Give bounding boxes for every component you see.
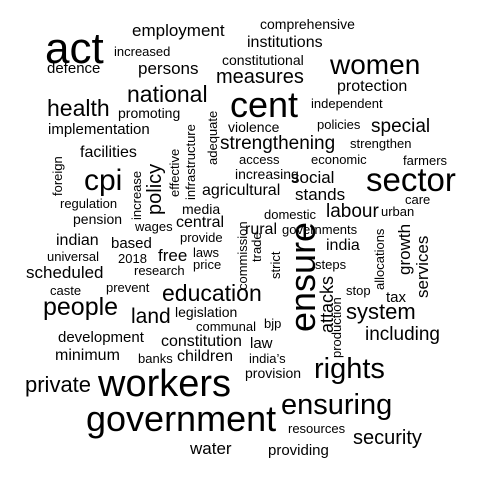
word-trade: trade: [249, 232, 264, 262]
word-women: women: [330, 49, 421, 80]
word-facilities: facilities: [80, 144, 137, 161]
word-constitution: constitution: [161, 333, 242, 350]
word-constitutional: constitutional: [222, 52, 304, 68]
word-economic: economic: [311, 152, 367, 167]
word-ensure: ensure: [282, 221, 323, 332]
word-development: development: [58, 329, 144, 346]
word-urban: urban: [381, 204, 415, 219]
word-independent: independent: [311, 96, 383, 111]
word-violence: violence: [228, 119, 280, 135]
word-indian: indian: [56, 232, 99, 249]
word-pension: pension: [73, 211, 123, 227]
word-act: act: [45, 24, 104, 73]
word-sector: sector: [366, 161, 456, 198]
word-minimum: minimum: [55, 347, 120, 364]
word-regulation: regulation: [60, 196, 118, 211]
word-implementation: implementation: [48, 121, 150, 138]
word-provide: provide: [180, 230, 223, 245]
word-private: private: [25, 372, 92, 397]
word-agricultural: agricultural: [202, 182, 281, 199]
word-laws: laws: [193, 245, 220, 260]
word-workers: workers: [98, 363, 232, 405]
word-care: care: [405, 192, 431, 207]
word-stop: stop: [346, 283, 371, 298]
word-governments: governments: [282, 222, 358, 237]
word-provision: provision: [245, 365, 302, 381]
word-price: price: [193, 257, 222, 272]
word-strict: strict: [268, 251, 283, 279]
word-system: system: [346, 299, 416, 324]
word-strengthen: strengthen: [350, 136, 412, 151]
word-production: production: [329, 297, 344, 358]
word-children: children: [177, 348, 234, 365]
word-labour: labour: [326, 201, 379, 222]
word-communal: communal: [196, 319, 256, 334]
word-wages: wages: [135, 219, 173, 234]
word-providing: providing: [268, 442, 329, 459]
word-government: government: [86, 398, 277, 439]
word-strengthening: strengthening: [220, 133, 336, 154]
word-national: national: [127, 81, 208, 107]
word-bjp: bjp: [264, 316, 282, 331]
word-increasing: increasing: [235, 166, 299, 182]
word-services: services: [413, 235, 432, 298]
word-commission: commission: [235, 221, 250, 290]
word-based: based: [111, 235, 152, 252]
word-special: special: [371, 116, 431, 137]
word-water: water: [190, 439, 232, 458]
word-caste: caste: [50, 283, 82, 298]
word-comprehensive: comprehensive: [260, 16, 355, 32]
word-infrastructure: infrastructure: [183, 124, 198, 200]
word-tax: tax: [386, 289, 407, 306]
word-domestic: domestic: [264, 207, 317, 222]
word-increased: increased: [114, 44, 171, 59]
word-law: law: [250, 335, 273, 352]
word-banks: banks: [138, 351, 173, 366]
word-farmers: farmers: [403, 153, 448, 168]
word-prevent: prevent: [106, 280, 150, 295]
word-health: health: [47, 95, 110, 121]
word-central: central: [176, 214, 225, 231]
word-foreign: foreign: [50, 156, 65, 196]
word-resources: resources: [288, 421, 346, 436]
word-india: india: [326, 237, 360, 254]
word-allocations: allocations: [372, 228, 387, 290]
word-research: research: [134, 263, 185, 278]
word-free: free: [158, 246, 188, 265]
word-people: people: [43, 293, 119, 321]
word-increase: increase: [129, 170, 144, 220]
word-ensuring: ensuring: [281, 389, 393, 421]
word-cpi: cpi: [84, 164, 123, 197]
word-cent: cent: [230, 84, 299, 125]
word-rights: rights: [314, 353, 385, 385]
word-universal: universal: [47, 249, 100, 264]
word-scheduled: scheduled: [26, 263, 104, 282]
word-adequate: adequate: [205, 110, 220, 165]
word-land: land: [131, 305, 171, 328]
word-growth: growth: [395, 223, 414, 275]
word-media: media: [182, 201, 221, 217]
word-policy: policy: [144, 163, 166, 215]
word-security: security: [353, 427, 422, 449]
word-stands: stands: [295, 185, 346, 204]
word-measures: measures: [216, 66, 304, 88]
word-2018: 2018: [118, 251, 147, 266]
word-policies: policies: [317, 117, 361, 132]
word-access: access: [239, 152, 280, 167]
word-effective: effective: [167, 148, 182, 197]
word-defence: defence: [47, 60, 101, 77]
word-employment: employment: [132, 21, 225, 40]
word-legislation: legislation: [175, 304, 238, 320]
word-including: including: [365, 324, 440, 345]
word-protection: protection: [337, 78, 408, 95]
word-institutions: institutions: [247, 34, 323, 51]
word-steps: steps: [315, 257, 347, 272]
word-persons: persons: [138, 59, 199, 78]
word-promoting: promoting: [118, 105, 181, 121]
word-education: education: [162, 280, 262, 306]
word-india-s: india’s: [249, 351, 286, 366]
word-social: social: [291, 168, 335, 187]
word-rural: rural: [245, 221, 278, 238]
